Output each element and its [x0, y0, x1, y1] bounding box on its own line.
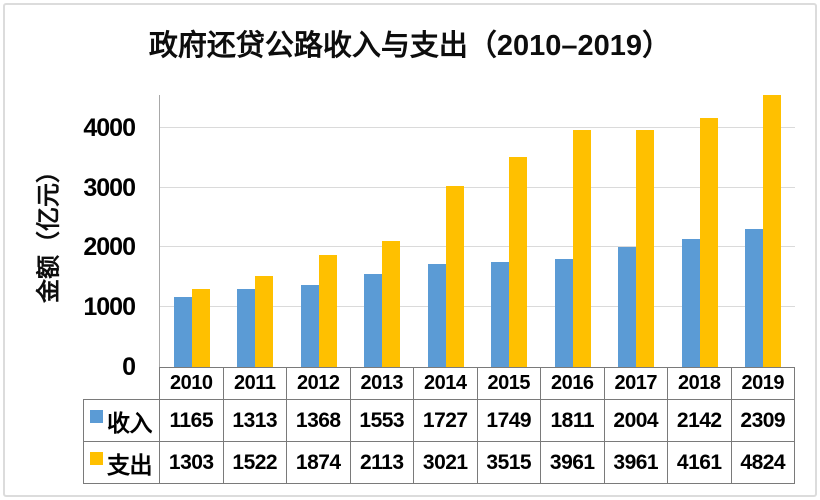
x-axis-label-2011: 2011 [222, 367, 287, 400]
bar-column-2016 [541, 95, 605, 367]
value-支出-2018: 4161 [667, 441, 732, 484]
bar-column-2017 [605, 95, 669, 367]
legend-label-支出: 支出 [107, 451, 153, 478]
legend-swatch-收入 [90, 410, 103, 423]
y-tick-label-2000: 2000 [83, 233, 136, 262]
gridline-3000 [160, 186, 795, 188]
value-收入-2012: 1368 [286, 399, 351, 442]
x-axis-label-2016: 2016 [540, 367, 605, 400]
value-收入-2019: 2309 [730, 399, 795, 442]
table-row-收入: 收入 1165 1313 1368 1553 1727 1749 1811 2004 2142 23… [83, 399, 795, 442]
x-axis-label-2017: 2017 [603, 367, 668, 400]
value-支出-2014: 3021 [413, 441, 478, 484]
plot-area [159, 95, 795, 367]
data-table: 2010 2011 2012 2013 2014 2015 2016 2017 2018 2019… [83, 367, 795, 484]
value-支出-2019: 4824 [730, 441, 795, 484]
value-收入-2014: 1727 [413, 399, 478, 442]
x-axis-label-2019: 2019 [730, 367, 795, 400]
bar-column-2018 [668, 95, 732, 367]
bar-column-2012 [287, 95, 351, 367]
bar-column-2014 [414, 95, 478, 367]
legend-cell-支出: 支出 [83, 441, 160, 484]
value-收入-2017: 2004 [603, 399, 668, 442]
bar-收入-2018 [681, 238, 700, 367]
y-tick-label-0: 0 [122, 353, 136, 381]
value-收入-2018: 2142 [667, 399, 732, 442]
bar-支出-2011 [255, 276, 274, 367]
bar-支出-2012 [318, 254, 337, 367]
value-支出-2012: 1874 [286, 441, 351, 484]
bar-column-2010 [160, 95, 224, 367]
y-tick-label-1000: 1000 [83, 293, 136, 322]
y-axis-tick-labels: 0 1000 2000 3000 4000 [0, 0, 136, 500]
bar-支出-2013 [382, 240, 401, 367]
bar-收入-2013 [364, 274, 383, 367]
x-axis-label-2014: 2014 [413, 367, 478, 400]
chart-title: 政府还贷公路收入与支出（2010–2019） [148, 30, 672, 62]
bar-支出-2017 [636, 130, 655, 367]
table-corner-spacer [84, 368, 160, 400]
bar-column-2015 [478, 95, 542, 367]
bar-收入-2012 [300, 285, 319, 367]
x-axis-label-2010: 2010 [159, 367, 224, 400]
bar-column-2013 [351, 95, 415, 367]
gridline-4000 [160, 126, 795, 128]
value-收入-2015: 1749 [476, 399, 541, 442]
gridline-1000 [160, 306, 795, 308]
bar-收入-2019 [745, 228, 764, 367]
bar-column-2011 [224, 95, 288, 367]
x-axis-label-2013: 2013 [349, 367, 414, 400]
chart-frame-border [3, 3, 817, 497]
value-收入-2016: 1811 [540, 399, 605, 442]
value-支出-2017: 3961 [603, 441, 668, 484]
bar-支出-2019 [763, 95, 782, 367]
bar-支出-2015 [509, 156, 528, 367]
y-tick-label-3000: 3000 [83, 173, 136, 202]
value-支出-2015: 3515 [476, 441, 541, 484]
bar-收入-2017 [618, 247, 637, 367]
value-收入-2013: 1553 [349, 399, 414, 442]
bar-收入-2014 [427, 263, 446, 367]
value-收入-2011: 1313 [222, 399, 287, 442]
bar-支出-2016 [572, 130, 591, 367]
table-row-支出: 支出 1303 1522 1874 2113 3021 3515 3961 3961 4161 48… [83, 441, 795, 484]
value-支出-2013: 2113 [349, 441, 414, 484]
bar-收入-2011 [237, 288, 256, 367]
y-tick-label-4000: 4000 [83, 113, 136, 142]
x-axis-label-2018: 2018 [667, 367, 732, 400]
bar-支出-2018 [699, 118, 718, 367]
bar-收入-2010 [173, 297, 192, 367]
x-axis-label-2015: 2015 [476, 367, 541, 400]
x-axis-label-2012: 2012 [286, 367, 351, 400]
bar-支出-2014 [445, 186, 464, 367]
value-支出-2011: 1522 [222, 441, 287, 484]
bar-column-2019 [732, 95, 796, 367]
gridline-2000 [160, 246, 795, 248]
bar-收入-2015 [491, 262, 510, 367]
bar-收入-2016 [554, 258, 573, 367]
legend-label-收入: 收入 [107, 409, 153, 436]
legend-swatch-支出 [90, 452, 103, 465]
legend-cell-收入: 收入 [83, 399, 160, 442]
value-支出-2010: 1303 [159, 441, 224, 484]
bar-支出-2010 [191, 289, 210, 367]
value-支出-2016: 3961 [540, 441, 605, 484]
value-收入-2010: 1165 [159, 399, 224, 442]
